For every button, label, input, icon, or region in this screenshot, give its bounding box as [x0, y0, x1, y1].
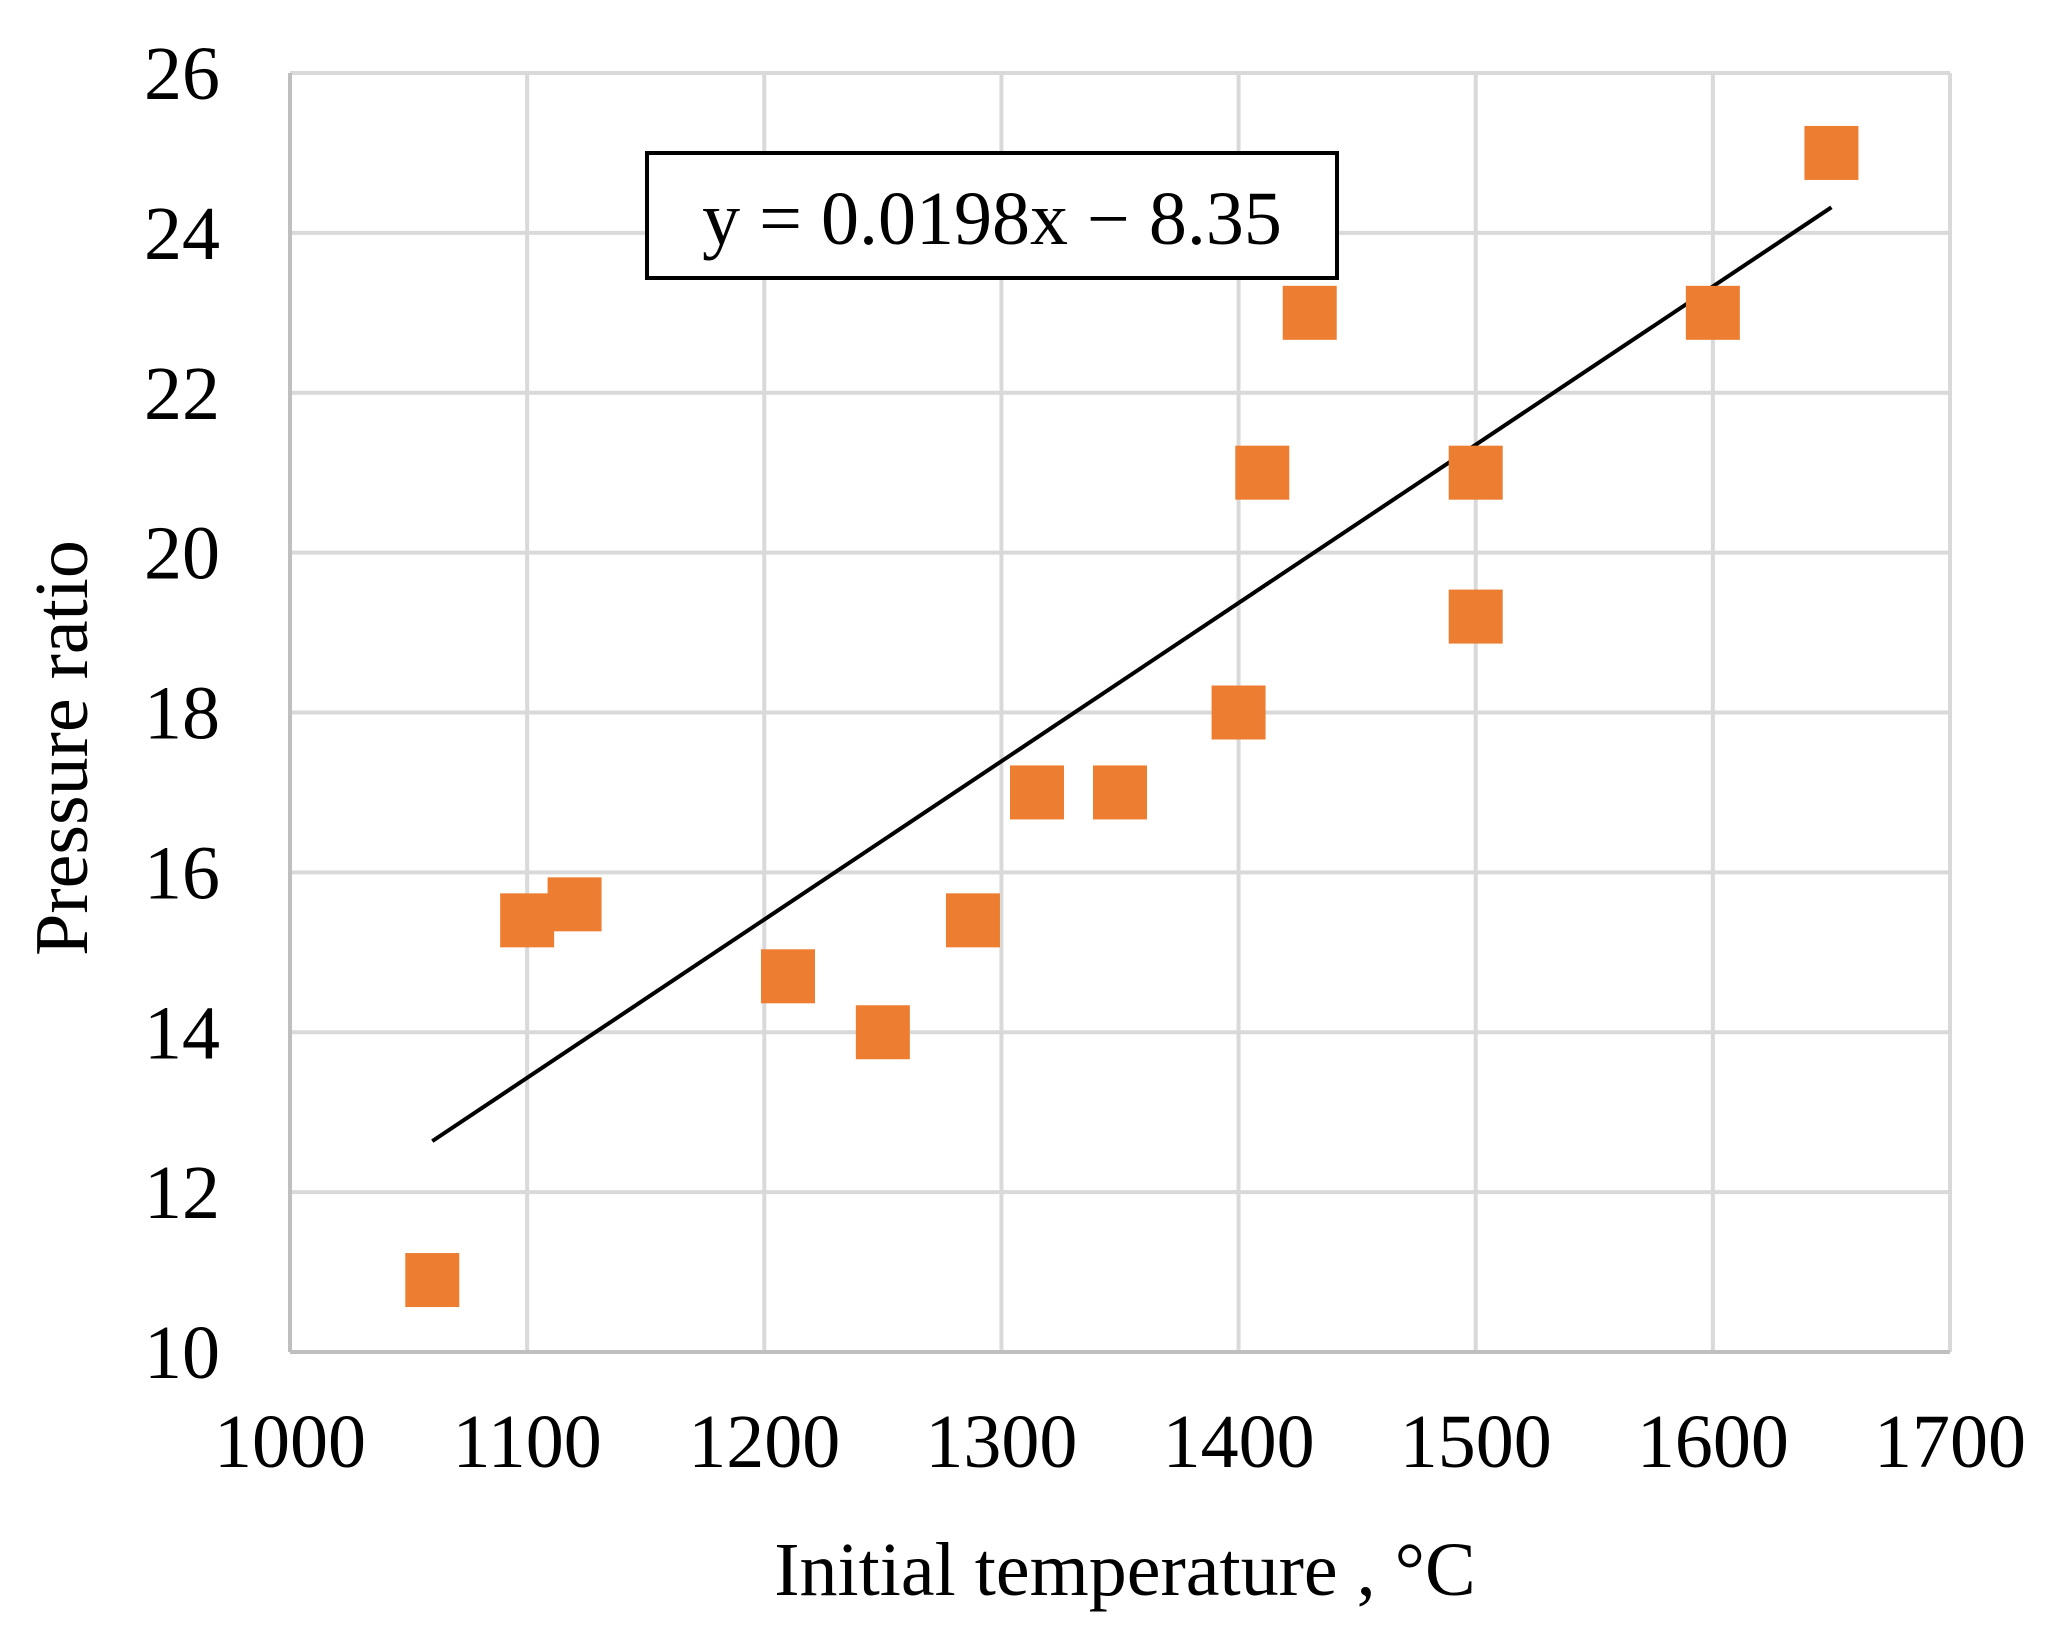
data-point [1448, 445, 1503, 500]
y-tick-label: 10 [144, 1311, 220, 1395]
y-tick-label: 20 [144, 512, 220, 596]
y-tick-label: 14 [144, 991, 220, 1075]
y-tick-label: 16 [144, 831, 220, 915]
axes [288, 73, 1950, 1354]
equation-box: y = 0.0198x − 8.35 [645, 151, 1339, 280]
x-tick-label: 1100 [453, 1400, 602, 1484]
y-tick-label: 26 [144, 32, 220, 116]
tick-labels: 1000 1100 1200 1300 1400 1500 1600 1700 10 12 14 16… [144, 32, 2026, 1484]
data-point [1093, 765, 1147, 820]
data-point [547, 877, 602, 932]
x-tick-label: 1700 [1874, 1400, 2026, 1484]
x-tick-label: 1300 [925, 1400, 1077, 1484]
data-point [945, 893, 1000, 948]
data-point [1282, 285, 1337, 340]
x-axis-label: Initial temperature , °C [774, 1528, 1475, 1612]
y-tick-label: 18 [144, 672, 220, 756]
data-point [405, 1253, 460, 1308]
equation-box-border [645, 151, 1339, 280]
x-tick-label: 1500 [1400, 1400, 1552, 1484]
data-point [1685, 285, 1740, 340]
x-tick-label: 1400 [1163, 1400, 1315, 1484]
trendline-equation: y = 0.0198x − 8.35 [702, 177, 1282, 261]
x-tick-label: 1000 [214, 1400, 366, 1484]
data-point [1804, 125, 1859, 180]
data-point [761, 949, 815, 1004]
data-points [405, 125, 1859, 1308]
data-point [1235, 445, 1290, 500]
y-tick-label: 12 [144, 1151, 220, 1235]
y-axis-label: Pressure ratio [20, 540, 104, 956]
x-tick-label: 1600 [1637, 1400, 1789, 1484]
data-point [1448, 589, 1503, 644]
y-tick-label: 24 [144, 192, 220, 276]
data-point [1010, 765, 1064, 820]
trendline-group [431, 205, 1833, 1143]
data-point [855, 1005, 910, 1060]
data-point [1211, 685, 1266, 740]
trendline [431, 205, 1833, 1143]
data-point [500, 893, 555, 948]
y-tick-label: 22 [144, 352, 220, 436]
x-tick-label: 1200 [688, 1400, 840, 1484]
